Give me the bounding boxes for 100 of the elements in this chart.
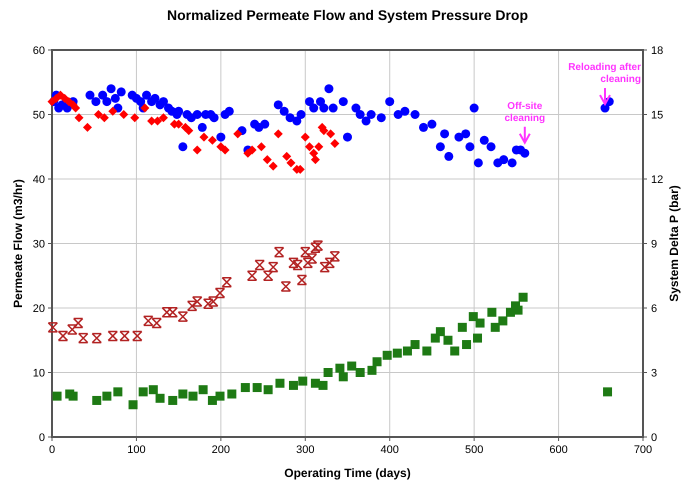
- point: [192, 145, 202, 154]
- point: [222, 276, 232, 288]
- x-tick-label: 400: [380, 444, 399, 456]
- point: [220, 145, 230, 154]
- point: [326, 129, 336, 138]
- point: [192, 296, 202, 307]
- x-tick-label: 0: [48, 444, 56, 456]
- point: [450, 346, 460, 356]
- y-tick-label: 40: [32, 174, 45, 186]
- point: [518, 292, 528, 302]
- point: [186, 300, 198, 312]
- point: [264, 385, 273, 394]
- point: [367, 366, 376, 375]
- point: [178, 311, 188, 322]
- point: [356, 368, 365, 377]
- y-tick-label: 0: [38, 432, 45, 444]
- point: [422, 346, 432, 356]
- point: [319, 262, 330, 272]
- point: [288, 380, 298, 390]
- point: [324, 258, 336, 268]
- point: [162, 307, 172, 318]
- point: [330, 139, 340, 148]
- point: [292, 260, 303, 270]
- point: [473, 334, 482, 343]
- point: [92, 396, 102, 405]
- point: [74, 113, 84, 122]
- point: [402, 346, 412, 356]
- x-tick-label: 200: [212, 444, 230, 456]
- y2-tick-label: 12: [651, 174, 664, 186]
- point: [312, 240, 324, 251]
- point: [330, 251, 340, 262]
- point: [335, 364, 344, 373]
- point: [52, 392, 62, 401]
- point: [208, 136, 217, 145]
- point: [338, 372, 348, 382]
- point: [198, 385, 208, 394]
- point: [318, 380, 328, 390]
- x-tick-label: 100: [127, 444, 146, 456]
- y-tick-label: 10: [32, 368, 45, 380]
- point: [151, 318, 162, 328]
- point: [143, 316, 154, 326]
- point: [178, 390, 188, 398]
- point: [168, 396, 178, 405]
- x-tick-label: 500: [464, 444, 484, 456]
- point: [468, 312, 478, 322]
- annotation: Off-site cleaning: [504, 100, 546, 124]
- point: [252, 383, 262, 392]
- point: [94, 110, 103, 119]
- point: [138, 387, 148, 396]
- point: [102, 392, 112, 401]
- x-tick-label: 600: [549, 444, 568, 456]
- y2-tick-label: 9: [651, 238, 658, 250]
- y-tick-label: 20: [32, 303, 45, 315]
- point: [132, 330, 143, 342]
- point: [274, 246, 284, 258]
- point: [233, 129, 242, 138]
- point: [214, 288, 226, 298]
- y2-axis-title: System Delta P (bar): [667, 185, 681, 302]
- y2-tick-label: 18: [651, 45, 664, 57]
- point: [275, 378, 284, 388]
- point: [148, 385, 158, 394]
- chart-title: Normalized Permeate Flow and System Pressure Drop: [166, 7, 528, 23]
- point: [298, 376, 308, 386]
- x-axis-title: Operating Time (days): [284, 466, 411, 480]
- y2-tick-label: 3: [651, 368, 658, 380]
- point: [113, 387, 122, 396]
- point: [436, 327, 445, 336]
- point: [119, 110, 128, 119]
- point: [490, 322, 500, 332]
- point: [240, 383, 250, 392]
- point: [443, 336, 452, 345]
- point: [156, 394, 165, 403]
- point: [158, 113, 168, 122]
- y-axis-title: Permeate Flow (m3/hr): [11, 179, 25, 308]
- point: [184, 126, 194, 136]
- point: [208, 296, 219, 307]
- point: [208, 396, 217, 405]
- point: [119, 330, 130, 342]
- point: [314, 142, 324, 152]
- point: [216, 392, 225, 401]
- point: [91, 332, 102, 344]
- point: [256, 142, 266, 152]
- point: [286, 158, 296, 168]
- point: [310, 242, 321, 254]
- point: [274, 129, 283, 138]
- point: [392, 348, 402, 358]
- point: [476, 318, 485, 328]
- point: [372, 357, 382, 366]
- point: [248, 145, 257, 154]
- point: [410, 340, 420, 350]
- point: [347, 362, 356, 371]
- point: [167, 307, 178, 318]
- point: [227, 390, 236, 398]
- point: [280, 281, 292, 292]
- annotation: Reloading after cleaning: [568, 62, 642, 86]
- point: [603, 387, 612, 396]
- point: [130, 113, 140, 122]
- point: [108, 106, 118, 116]
- y2-tick-label: 15: [651, 110, 664, 122]
- point: [202, 298, 214, 309]
